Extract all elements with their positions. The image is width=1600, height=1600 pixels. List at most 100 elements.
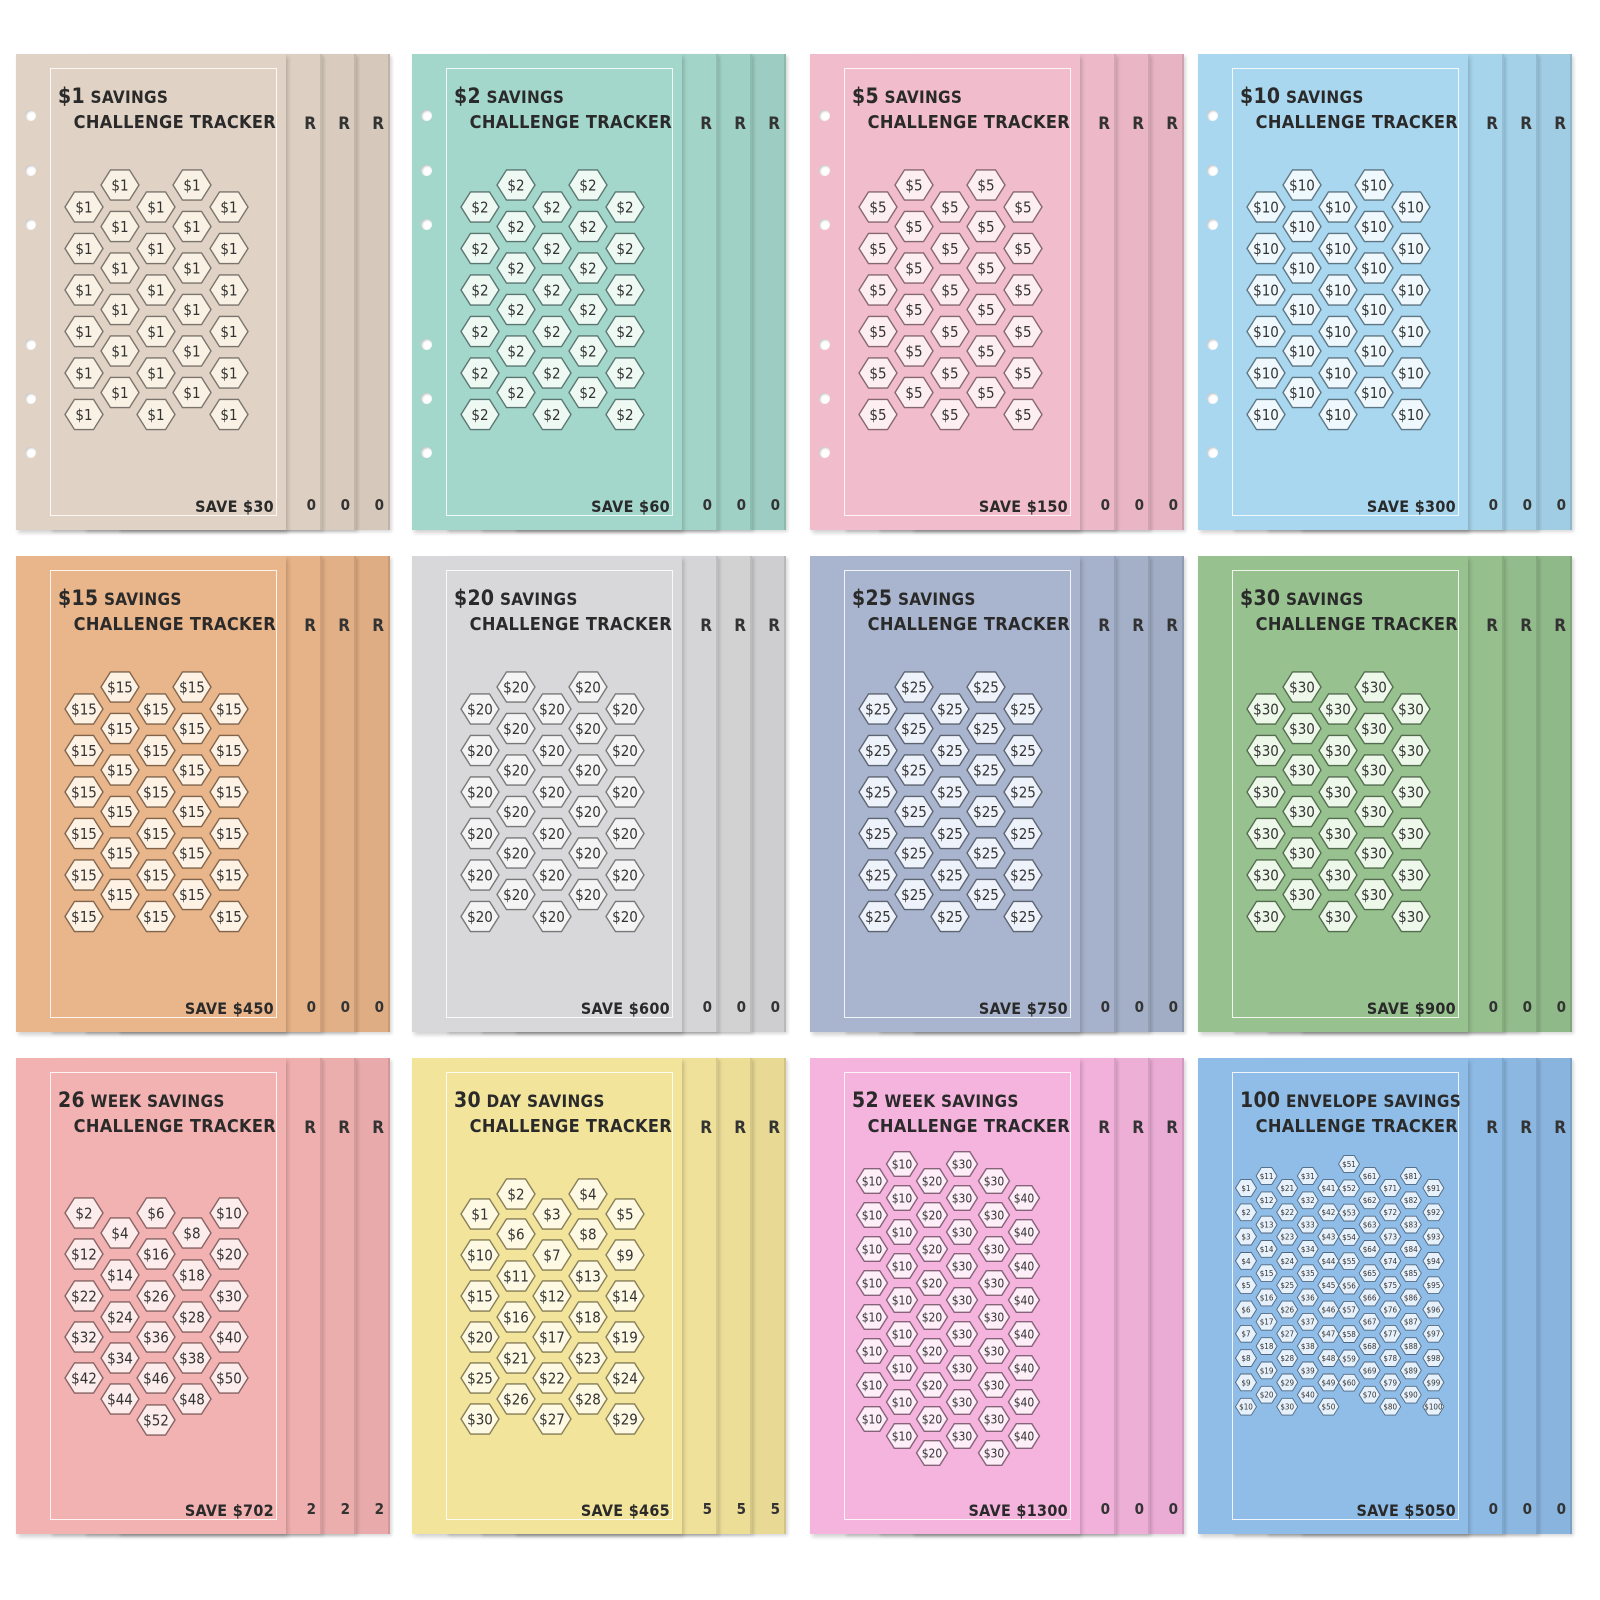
hex-cell: $32 bbox=[1296, 1191, 1319, 1210]
hex-shape bbox=[966, 712, 1006, 745]
back-page-save-fragment: 0 bbox=[1488, 496, 1498, 514]
hex-shape bbox=[855, 1201, 889, 1229]
hex-shape bbox=[532, 1198, 572, 1230]
hex-label: $10 bbox=[862, 1378, 883, 1392]
hex-label: $9 bbox=[616, 1246, 633, 1264]
tracker-title-prefix: $15 bbox=[58, 586, 99, 610]
hex-cell: $20 bbox=[915, 1201, 949, 1229]
hex-cell: $20 bbox=[496, 712, 536, 745]
hex-cell: $5 bbox=[894, 252, 934, 284]
tracker-title-suffix: SAVINGS bbox=[480, 88, 565, 108]
hex-shape bbox=[1003, 398, 1043, 431]
hex-cell: $30 bbox=[1391, 734, 1431, 767]
hex-label: $51 bbox=[1342, 1160, 1356, 1169]
hex-cell: $26 bbox=[496, 1383, 536, 1415]
hex-cell: $15 bbox=[136, 693, 176, 725]
hex-shape bbox=[209, 1362, 249, 1394]
back-page-title-fragment: R bbox=[768, 1118, 780, 1138]
hex-shape bbox=[1003, 693, 1043, 725]
hex-label: $25 bbox=[901, 761, 927, 779]
hex-shape bbox=[1255, 1167, 1278, 1185]
hex-shape bbox=[172, 1342, 212, 1374]
hex-cell: $32 bbox=[64, 1321, 104, 1353]
hex-shape bbox=[1358, 1215, 1381, 1234]
hex-label: $5 bbox=[905, 342, 922, 360]
hex-label: $37 bbox=[1301, 1318, 1315, 1327]
hex-label: $1 bbox=[183, 218, 200, 236]
hex-shape bbox=[568, 795, 608, 828]
hex-label: $20 bbox=[539, 700, 565, 718]
hex-shape bbox=[1399, 1215, 1422, 1234]
hex-cell: $5 bbox=[1003, 398, 1043, 431]
hex-cell: $20 bbox=[460, 817, 500, 850]
hex-label: $22 bbox=[539, 1369, 565, 1387]
hex-shape bbox=[532, 859, 572, 891]
hex-label: $12 bbox=[539, 1287, 565, 1305]
hex-cell: $9 bbox=[605, 1239, 645, 1271]
hex-cell: $5 bbox=[858, 232, 898, 265]
hex-shape bbox=[209, 817, 249, 850]
hex-label: $2 bbox=[471, 240, 488, 258]
hex-shape bbox=[915, 1338, 949, 1364]
hex-cell: $5 bbox=[1234, 1276, 1258, 1295]
hex-shape bbox=[172, 754, 212, 786]
hex-cell: $30 bbox=[945, 1184, 979, 1212]
hex-cell: $2 bbox=[496, 376, 536, 409]
hex-label: $30 bbox=[1289, 678, 1315, 696]
hex-label: $47 bbox=[1322, 1330, 1336, 1339]
hex-shape bbox=[930, 776, 970, 808]
binder-hole bbox=[819, 110, 830, 121]
hex-cell: $10 bbox=[885, 1218, 919, 1246]
hex-label: $44 bbox=[107, 1390, 133, 1408]
hex-cell: $58 bbox=[1337, 1325, 1361, 1343]
hex-cell: $10 bbox=[1354, 376, 1394, 409]
hex-shape bbox=[945, 1389, 979, 1415]
hex-shape bbox=[532, 315, 572, 348]
save-total: SAVE $60 bbox=[591, 497, 670, 516]
hex-shape bbox=[1282, 795, 1322, 828]
hex-shape bbox=[100, 1342, 140, 1374]
hex-shape bbox=[136, 357, 176, 389]
tracker-page: $20 SAVINGS CHALLENGE TRACKER SAVE $600 $20… bbox=[412, 556, 682, 1032]
hex-shape bbox=[1422, 1324, 1445, 1343]
hex-shape bbox=[136, 693, 176, 725]
hex-label: $20 bbox=[539, 908, 565, 926]
tracker-title: $5 SAVINGS bbox=[852, 84, 962, 108]
hex-cell: $20 bbox=[915, 1269, 949, 1297]
hex-label: $10 bbox=[892, 1259, 913, 1273]
hex-label: $68 bbox=[1363, 1342, 1377, 1351]
hex-cell: $33 bbox=[1296, 1215, 1319, 1234]
hex-cell: $10 bbox=[1246, 191, 1286, 223]
hex-shape bbox=[1391, 693, 1431, 725]
hex-shape bbox=[605, 1362, 645, 1394]
hex-cell: $85 bbox=[1399, 1264, 1422, 1283]
hex-label: $5 bbox=[905, 384, 922, 402]
hex-label: $15 bbox=[107, 720, 133, 738]
hex-shape bbox=[1003, 859, 1043, 891]
hex-cell: $24 bbox=[100, 1301, 140, 1333]
hex-cell: $1 bbox=[136, 398, 176, 431]
hex-label: $66 bbox=[1363, 1293, 1377, 1302]
hex-shape bbox=[1399, 1167, 1422, 1185]
hex-label: $10 bbox=[216, 1204, 242, 1222]
hex-label: $20 bbox=[922, 1208, 943, 1222]
hex-shape bbox=[209, 900, 249, 933]
hex-cell: $10 bbox=[1354, 210, 1394, 243]
hex-cell: $5 bbox=[966, 210, 1006, 243]
hex-shape bbox=[209, 693, 249, 725]
hex-cell: $30 bbox=[1246, 734, 1286, 767]
hex-cell: $90 bbox=[1399, 1385, 1422, 1404]
hex-label: $5 bbox=[616, 1205, 633, 1223]
hex-label: $5 bbox=[1014, 323, 1031, 341]
hex-shape bbox=[1318, 776, 1358, 808]
hex-shape bbox=[460, 776, 500, 808]
hex-shape bbox=[945, 1321, 979, 1347]
tracker-title-suffix: SAVINGS bbox=[1280, 88, 1364, 108]
hex-shape bbox=[894, 335, 934, 367]
hex-label: $1 bbox=[220, 323, 237, 341]
tracker-subtitle: CHALLENGE TRACKER bbox=[867, 614, 1070, 635]
hex-cell: $29 bbox=[1276, 1373, 1299, 1392]
hex-shape bbox=[568, 1260, 608, 1292]
hex-shape bbox=[568, 712, 608, 745]
hex-label: $30 bbox=[952, 1395, 973, 1409]
